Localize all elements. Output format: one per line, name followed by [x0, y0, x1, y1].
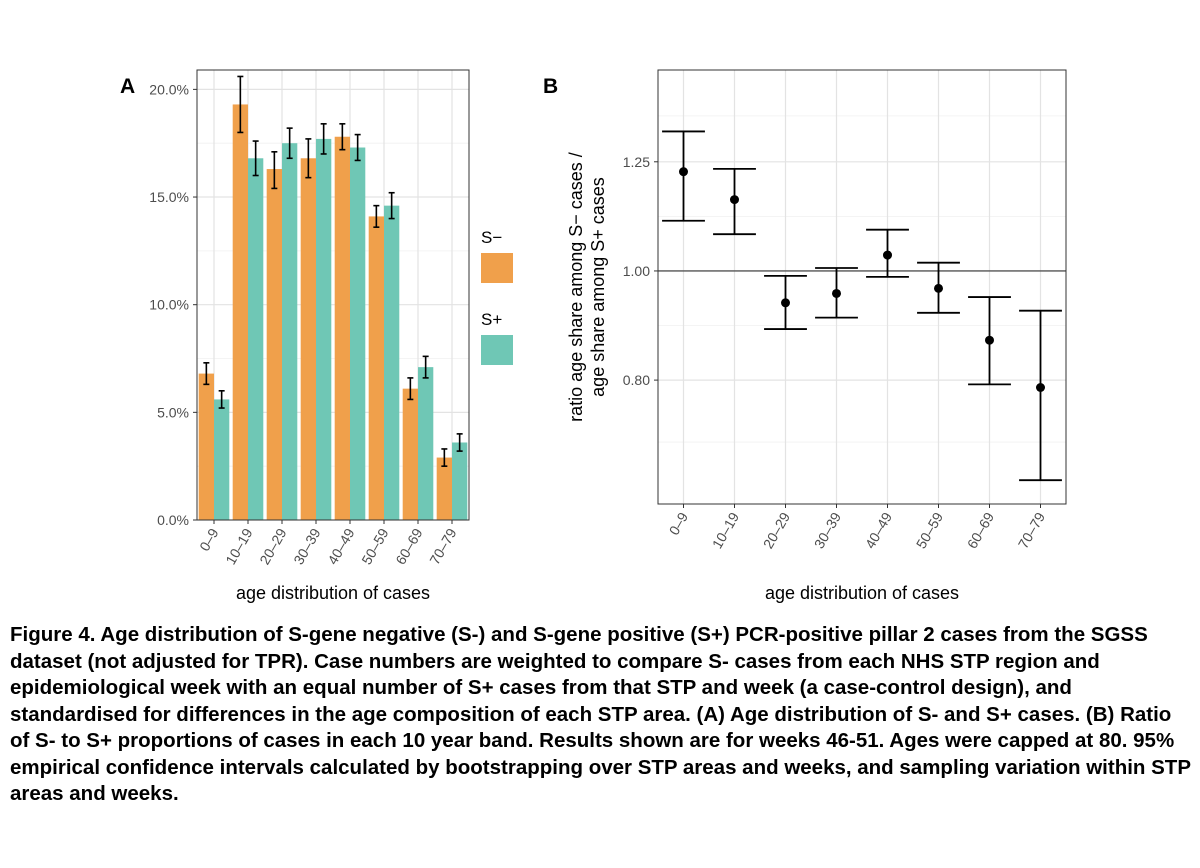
- bar-s-plus: [214, 399, 230, 520]
- ratio-point: [781, 298, 790, 308]
- legend-key-s-minus: [481, 253, 513, 283]
- panel-a-label: A: [120, 75, 135, 98]
- panel-b-background: [658, 70, 1066, 504]
- panel-a-x-tick-label: 50–59: [358, 525, 391, 567]
- panel-b-x-tick-label: 40–49: [862, 509, 895, 551]
- panel-b-x-tick-label: 0–9: [666, 509, 692, 537]
- figure-caption: Figure 4. Age distribution of S-gene neg…: [10, 623, 1191, 805]
- panel-a-y-tick-label: 20.0%: [149, 81, 189, 97]
- panel-a-frame: [196, 69, 470, 521]
- panel-b-x-tick-label: 20–29: [760, 509, 793, 551]
- panel-a-x-tick-label: 30–39: [290, 525, 323, 567]
- panel-a-x-tick-label: 60–69: [392, 525, 425, 567]
- panel-a-y-tick-label: 0.0%: [157, 512, 189, 528]
- ratio-point: [1036, 382, 1045, 392]
- bar-s-plus: [452, 442, 468, 520]
- panel-a-x-axis: 0–9 10–19 20–29 30–39 40–49 50–59 60–69 70–79: [196, 520, 460, 567]
- panel-b-label: B: [543, 75, 558, 98]
- panel-a-x-axis-title: age distribution of cases: [236, 583, 430, 603]
- bar-s-plus: [316, 138, 332, 520]
- panel-a-x-tick-label: 40–49: [324, 525, 357, 567]
- panel-a-x-tick-label: 20–29: [256, 525, 289, 567]
- bar-s-minus: [266, 169, 282, 520]
- panel-b-points: [679, 167, 1045, 392]
- bar-s-plus: [282, 143, 298, 520]
- panel-a-age-distribution: A 0.0% 5.0% 10.0% 15.0% 20.0% 0–9 10–19 20–29 3…: [120, 69, 513, 603]
- panel-b-grid: [658, 70, 1066, 504]
- bar-s-plus: [384, 205, 400, 520]
- ratio-point: [985, 335, 994, 345]
- panel-b-x-tick-label: 10–19: [709, 509, 742, 551]
- panel-a-bars: [198, 104, 468, 521]
- bar-s-minus: [402, 388, 418, 520]
- bar-s-plus: [418, 367, 434, 520]
- bar-s-minus: [368, 216, 384, 520]
- panel-b-frame: [657, 69, 1067, 505]
- bar-s-minus: [334, 136, 350, 521]
- bar-s-minus: [232, 104, 248, 520]
- panel-a-x-tick-label: 0–9: [196, 525, 222, 553]
- panel-b-y-axis-title: ratio age share among S− cases / age shar…: [566, 152, 608, 422]
- panel-b-y-tick-label: 1.25: [623, 154, 650, 170]
- panel-a-y-tick-label: 15.0%: [149, 189, 189, 205]
- legend-label-s-minus: S−: [481, 228, 502, 247]
- panel-b-y-tick-label: 0.80: [623, 372, 650, 388]
- panel-a-legend: S− S+: [481, 228, 513, 365]
- panel-b-y-axis-title-line: ratio age share among S− cases /: [566, 152, 586, 422]
- legend-label-s-plus: S+: [481, 310, 502, 329]
- ratio-point: [730, 195, 739, 205]
- panel-b-ratio: B 0.80 1.00 1.25 0–9 10–19 20–29 30–39 40–49 50…: [543, 69, 1067, 603]
- panel-b-x-axis: 0–9 10–19 20–29 30–39 40–49 50–59 60–69 70–79: [666, 504, 1048, 551]
- panel-a-y-axis: 0.0% 5.0% 10.0% 15.0% 20.0%: [149, 81, 197, 528]
- ratio-point: [679, 167, 688, 177]
- panel-b-x-axis-title: age distribution of cases: [765, 583, 959, 603]
- bar-s-minus: [300, 158, 316, 520]
- panel-a-y-tick-label: 10.0%: [149, 297, 189, 313]
- panel-b-y-axis: 0.80 1.00 1.25: [623, 154, 658, 388]
- panel-a-error-bars: [203, 75, 463, 467]
- bar-s-minus: [198, 373, 214, 520]
- panel-b-y-tick-label: 1.00: [623, 263, 650, 279]
- ratio-point: [883, 250, 892, 260]
- bar-s-plus: [248, 158, 264, 520]
- panel-b-y-axis-title-line: age share among S+ cases: [588, 177, 608, 397]
- panel-b-x-tick-label: 60–69: [964, 509, 997, 551]
- bar-s-minus: [436, 457, 452, 520]
- ratio-point: [832, 288, 841, 298]
- bar-s-plus: [350, 147, 366, 520]
- panel-b-x-tick-label: 70–79: [1015, 509, 1048, 551]
- ratio-point: [934, 283, 943, 293]
- panel-a-x-tick-label: 70–79: [426, 525, 459, 567]
- panel-b-x-tick-label: 30–39: [811, 509, 844, 551]
- panel-b-x-tick-label: 50–59: [913, 509, 946, 551]
- legend-key-s-plus: [481, 335, 513, 365]
- figure-canvas: A 0.0%5.0%10.0%15.0%20.0% 0–9 10–19 20–29 3…: [120, 69, 1067, 603]
- panel-a-x-tick-label: 10–19: [222, 525, 255, 567]
- panel-a-y-tick-label: 5.0%: [157, 404, 189, 420]
